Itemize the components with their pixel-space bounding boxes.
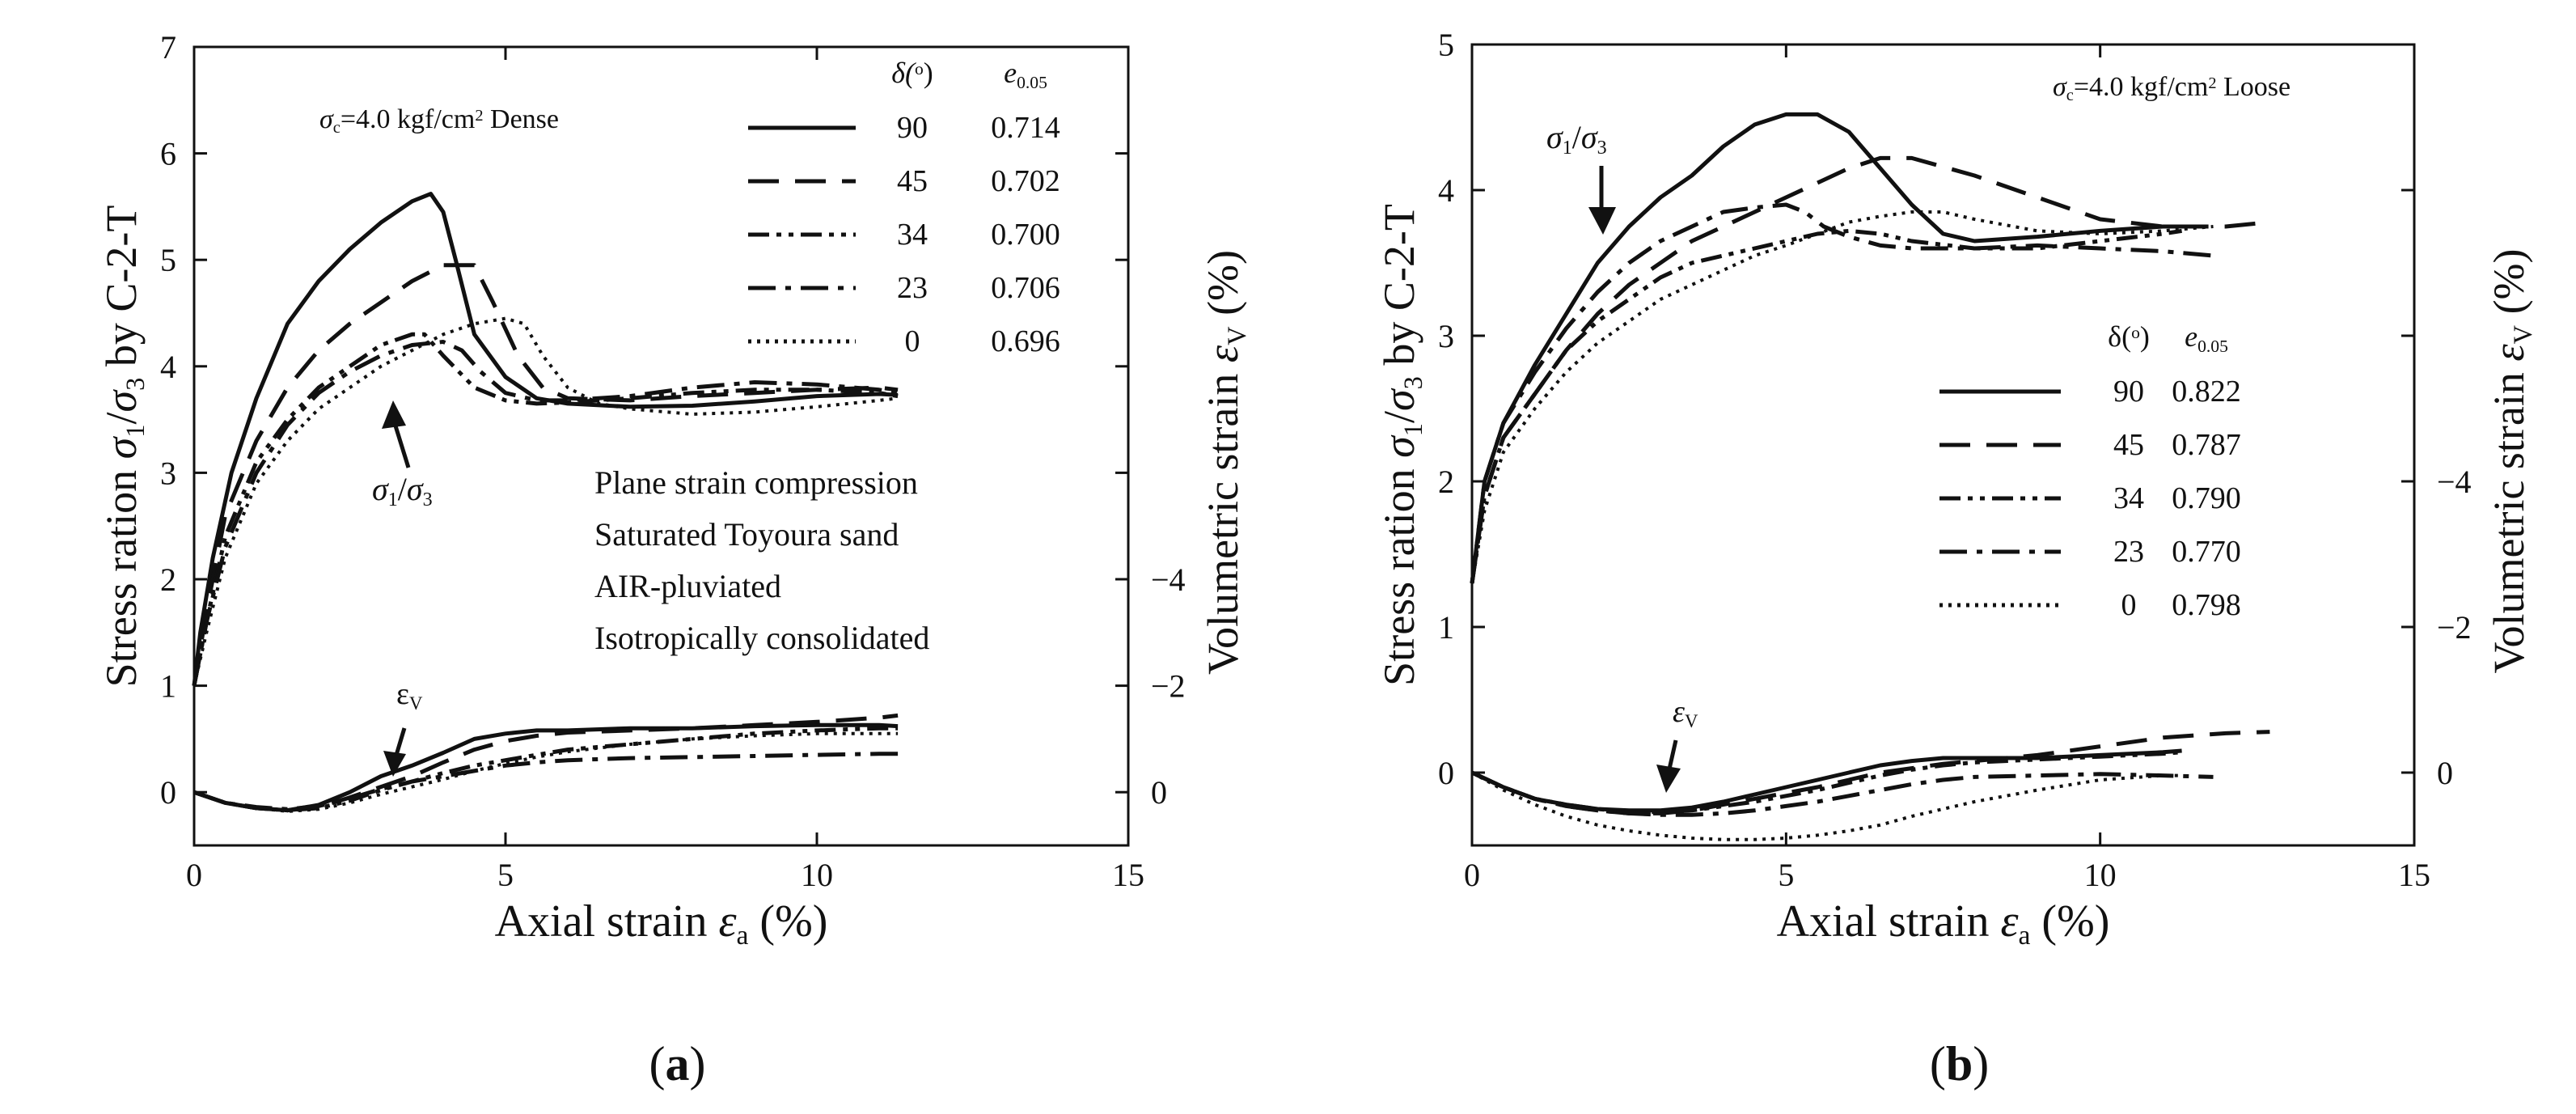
panel-label: (b) <box>1930 1037 1989 1091</box>
series-line-dotted <box>192 316 899 687</box>
x-tick-label: 0 <box>186 857 202 893</box>
y-axis-title-right: Volumetric strain εV (%) <box>2485 248 2538 673</box>
y-tick-label: 2 <box>160 561 176 598</box>
legend-e-value: 0.702 <box>991 164 1060 198</box>
legend-delta-value: 23 <box>2113 535 2144 569</box>
panel-label: (a) <box>649 1037 706 1091</box>
legend-e-value: 0.706 <box>991 271 1060 305</box>
series-line-dash <box>1470 730 2270 815</box>
legend-delta-value: 90 <box>2113 375 2144 409</box>
x-tick-label: 5 <box>497 857 514 893</box>
y-tick-label: 1 <box>160 668 176 705</box>
x-tick-label: 10 <box>2084 857 2117 893</box>
x-tick-label: 10 <box>801 857 833 893</box>
legend-header-delta: δ(o) <box>891 57 933 89</box>
vol-arrow-label: εV <box>1673 695 1698 731</box>
stress-arrow-line <box>391 420 411 468</box>
plot-frame <box>1470 43 2416 847</box>
series-line-dashdotdot <box>192 332 899 687</box>
series-line-dashdot <box>1470 770 2214 817</box>
y-right-tick-label: −4 <box>2437 464 2472 500</box>
x-tick-label: 15 <box>2398 857 2430 893</box>
series-line-dotted <box>193 731 899 813</box>
series-line-dash <box>1470 155 2270 584</box>
series-line-dashdot <box>192 340 899 687</box>
note-text: Plane strain compression <box>594 464 918 501</box>
y-right-tick-label: 0 <box>2437 755 2453 791</box>
y-tick-label: 3 <box>160 455 176 491</box>
legend-e-value: 0.787 <box>2172 428 2241 462</box>
legend-header-e: e0.05 <box>1004 57 1047 92</box>
vol-arrow-head <box>383 751 406 777</box>
legend-delta-value: 23 <box>897 271 928 305</box>
series-line-dash <box>192 263 899 687</box>
stress-arrow-head <box>1588 207 1616 235</box>
note-text: AIR-pluviated <box>594 568 781 604</box>
note-text: Saturated Toyoura sand <box>594 516 899 553</box>
series-line-dashdot <box>193 752 899 811</box>
legend-e-value: 0.798 <box>2172 588 2241 622</box>
y-right-tick-label: −2 <box>2437 609 2472 646</box>
legend-e-value: 0.714 <box>991 111 1060 145</box>
y-tick-label: 3 <box>1438 318 1454 354</box>
y-tick-label: 4 <box>1438 172 1454 209</box>
y-tick-label: 0 <box>160 774 176 811</box>
condition-label: σc=4.0 kgf/cm2 Loose <box>2053 72 2290 104</box>
y-tick-label: 0 <box>1438 755 1454 791</box>
legend-e-value: 0.700 <box>991 218 1060 252</box>
y-right-tick-label: −4 <box>1151 561 1186 598</box>
stress-arrow-label: σ1/σ3 <box>372 471 433 510</box>
legend-e-value: 0.696 <box>991 324 1060 358</box>
condition-label: σc=4.0 kgf/cm2 Dense <box>319 104 559 137</box>
legend-delta-value: 90 <box>897 111 928 145</box>
series-line-dotted <box>1470 210 2214 584</box>
y-tick-label: 7 <box>160 29 176 66</box>
legend-delta-value: 45 <box>897 164 928 198</box>
vol-arrow-label: εV <box>396 677 423 714</box>
series-line-dashdot <box>1470 202 2214 584</box>
series-line-dashdotdot <box>1470 228 2182 584</box>
series-line-dotted <box>1471 771 2182 841</box>
y-tick-label: 6 <box>160 136 176 172</box>
y-tick-label: 4 <box>160 349 176 385</box>
y-axis-title-left: Stress ration σ1/σ3 by C-2-T <box>1375 204 1428 686</box>
legend-delta-value: 45 <box>2113 428 2144 462</box>
x-tick-label: 15 <box>1112 857 1144 893</box>
series-line-dashdotdot <box>1470 750 2182 815</box>
plot-frame <box>192 45 1130 847</box>
legend-e-value: 0.770 <box>2172 535 2241 569</box>
x-tick-label: 5 <box>1778 857 1794 893</box>
x-axis-title: Axial strain εa (%) <box>1777 896 2110 951</box>
series-line-solid <box>1470 748 2182 813</box>
y-tick-label: 5 <box>160 242 176 278</box>
stress-arrow-head <box>382 400 406 429</box>
series-line-solid <box>193 722 899 813</box>
y-axis-title-right: Volumetric strain εV (%) <box>1199 250 1252 675</box>
y-right-tick-label: 0 <box>1151 774 1167 811</box>
legend-delta-value: 0 <box>905 324 920 358</box>
y-right-tick-label: −2 <box>1151 668 1186 705</box>
stress-arrow-label: σ1/σ3 <box>1546 119 1607 159</box>
note-text: Isotropically consolidated <box>594 620 929 656</box>
legend-delta-value: 34 <box>897 218 928 252</box>
x-axis-title: Axial strain εa (%) <box>495 896 828 951</box>
x-tick-label: 0 <box>1464 857 1480 893</box>
y-tick-label: 5 <box>1438 27 1454 63</box>
legend-header-e: e0.05 <box>2185 320 2228 356</box>
legend-delta-value: 34 <box>2113 481 2144 515</box>
y-tick-label: 1 <box>1438 609 1454 646</box>
legend-delta-value: 0 <box>2121 588 2137 622</box>
vol-arrow-head <box>1656 765 1681 793</box>
y-tick-label: 2 <box>1438 464 1454 500</box>
series-line-solid <box>192 192 899 686</box>
legend-e-value: 0.822 <box>2172 375 2241 409</box>
y-axis-title-left: Stress ration σ1/σ3 by C-2-T <box>97 205 150 688</box>
series-line-solid <box>1470 112 2182 584</box>
series-line-dashdotdot <box>193 726 899 813</box>
legend-e-value: 0.790 <box>2172 481 2241 515</box>
legend-header-delta: δ(o) <box>2108 320 2150 353</box>
